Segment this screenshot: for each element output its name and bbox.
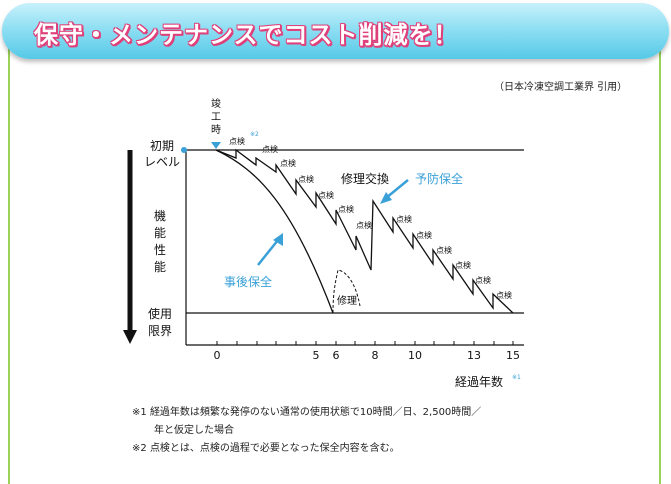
note2-mark: ※2 [250,131,259,138]
y-label-performance-2: 能 [154,226,166,240]
title-banner: 保守・メンテナンスでコスト削減を！ [2,3,669,59]
x-tick-label: 5 [313,349,320,362]
corrective-maintenance-curve [215,149,334,314]
x-axis-label: 経過年数 [455,374,503,389]
x-tick-label: 6 [333,349,340,362]
y-axis-arrow-head [123,330,137,344]
y-label-performance-4: 能 [154,260,166,274]
inspection-label: 点検 [338,204,354,214]
inspection-label: 点検 [318,190,334,200]
corrective-arrow-icon [257,233,283,266]
y-label-limit-line1: 使用 [148,306,172,321]
repair-replace-label: 修理交換 [341,171,389,186]
footnote-1-continued: 年と仮定した場合 [154,425,234,436]
footnote-text: 点検とは、点検の過程で必要となった保全内容を含む。 [149,443,400,454]
origin-dot [181,147,187,153]
footnote-text: 経過年数は頻繁な発停のない通常の使用状態で10時間／日、2,500時間／ [149,407,482,418]
footnote-2: ※2 点検とは、点検の過程で必要となった保全内容を含む。 [132,440,481,458]
inspection-label: 点検 [475,275,491,285]
content-frame [8,48,661,484]
y-label-initial-line1: 初期 [150,139,174,153]
y-label-limit-line2: 限界 [148,324,172,338]
inspection-label: 点検 [455,260,471,270]
footnote-mark: ※2 [132,443,147,454]
completion-marker-icon [211,142,221,149]
inspection-label: 点検 [229,136,245,146]
inspection-label: 点検 [416,230,432,240]
inspection-labels: 点検 ※2 点検 点検 点検 点検 点検 点検 点検 点検 点検 点検 点検 点… [229,131,512,300]
completion-label-3: 時 [211,124,221,136]
note1-mark: ※1 [512,374,521,381]
preventive-maintenance-label: 予防保全 [415,171,463,186]
inspection-label: 点検 [280,158,296,168]
inspection-label: 点検 [436,245,452,255]
footnote-mark: ※1 [132,407,147,418]
inspection-label: 点検 [496,290,512,300]
preventive-maintenance-sawtooth [215,148,514,314]
x-tick-label: 8 [372,349,379,362]
footnote-1: ※1 経過年数は頻繁な発停のない通常の使用状態で10時間／日、2,500時間／ [132,404,481,422]
y-label-performance-3: 性 [154,243,166,257]
banner-title: 保守・メンテナンスでコスト削減を！ [34,21,459,49]
x-tick-label: 13 [467,349,481,362]
inspection-label: 点検 [356,220,372,230]
inspection-label: 点検 [298,174,314,184]
x-tick-label: 15 [506,349,520,362]
inspection-label: 点検 [396,214,412,224]
corrective-maintenance-label: 事後保全 [224,274,272,289]
repair-dashed-curve [332,269,361,314]
y-label-initial-line2: レベル [144,155,180,169]
x-tick-marks [216,341,514,345]
preventive-arrow-icon [380,179,409,204]
footnotes: ※1 経過年数は頻繁な発停のない通常の使用状態で10時間／日、2,500時間／ … [132,404,481,458]
inspection-label: 点検 [262,144,278,154]
repair-label: 修理 [337,294,357,307]
completion-label-2: 工 [211,112,221,123]
completion-label-1: 竣 [211,97,221,110]
source-citation: （日本冷凍空調工業界 引用） [494,82,628,93]
x-tick-labels: 0 5 6 8 10 13 15 [214,349,521,362]
x-tick-label: 0 [214,349,221,362]
x-tick-label: 10 [408,349,422,362]
y-label-performance-1: 機 [154,208,166,223]
